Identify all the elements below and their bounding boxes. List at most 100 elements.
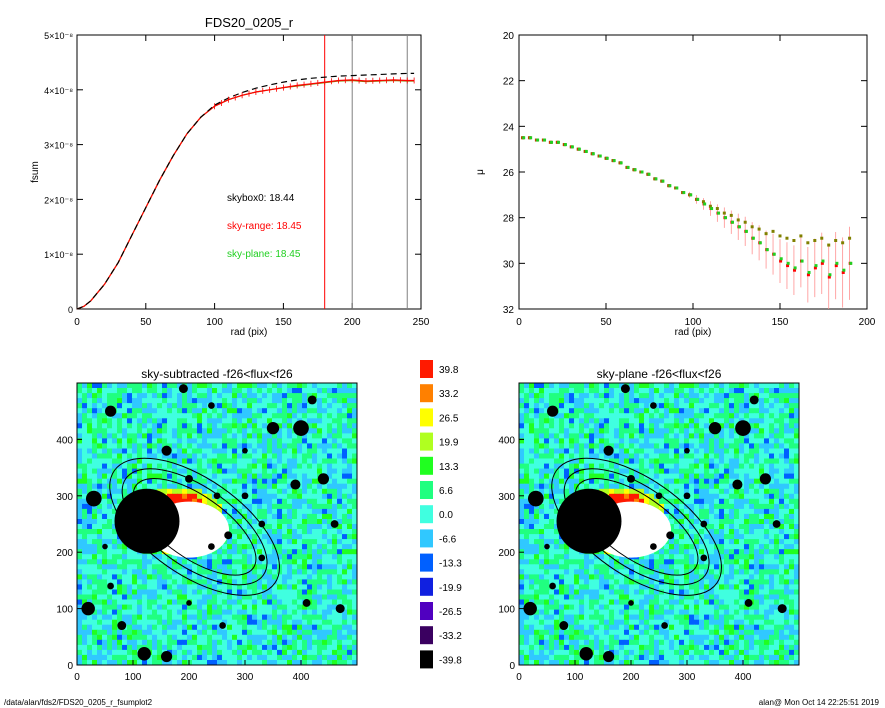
panel4-pixel (659, 383, 665, 389)
panel3-pixel (287, 574, 293, 580)
panel3-pixel (122, 483, 128, 490)
panel4-pixel (749, 478, 755, 485)
panel3-pixel (137, 559, 143, 565)
panel4-pixel (549, 503, 555, 510)
panel3-pixel (97, 413, 103, 419)
panel4-pixel (664, 418, 670, 424)
panel3-pixel (172, 644, 178, 651)
panel3-pixel (302, 574, 308, 580)
panel3-pixel (262, 493, 268, 500)
panel4-pixel (534, 473, 540, 480)
panel3-pixel (247, 448, 253, 454)
panel3-pixel (97, 443, 103, 449)
panel4-pixel (529, 478, 535, 485)
panel3-pixel (242, 453, 248, 459)
panel3-pixel (172, 559, 178, 565)
panel4-pixel (579, 443, 585, 449)
panel3-pixel (192, 564, 198, 570)
panel3-pixel (177, 468, 183, 475)
panel4-pixel (644, 458, 650, 464)
panel4-pixel (554, 463, 560, 470)
panel3-pixel (277, 458, 283, 464)
panel3-pixel (97, 388, 103, 394)
panel3-pixel (237, 609, 243, 616)
panel4-pixel (764, 428, 770, 434)
panel4-pixel (794, 418, 800, 424)
panel4-pixel (669, 433, 675, 439)
panel3-pixel (297, 589, 303, 595)
panel4-pixel (704, 438, 710, 444)
panel3-pixel (207, 468, 213, 475)
panel4-pixel (739, 408, 745, 414)
panel3-pixel (347, 629, 353, 636)
panel4-pixel (754, 428, 760, 434)
panel4-pixel (554, 458, 560, 464)
panel3-pixel (277, 403, 283, 409)
panel4-pixel (604, 418, 610, 424)
panel3-pixel (337, 443, 343, 449)
panel3-pixel (257, 383, 263, 389)
panel4-pixel (559, 388, 565, 394)
panel3-pixel (257, 413, 263, 419)
panel3-pixel (112, 579, 118, 585)
panel3-pixel (242, 634, 248, 641)
panel4-pixel (619, 448, 625, 454)
panel3-pixel (117, 574, 123, 580)
panel3-pixel (302, 624, 308, 631)
panel4-pixel (614, 403, 620, 409)
panel4-pixel (524, 473, 530, 480)
panel3-pixel (217, 478, 223, 485)
panel3-pixel (237, 599, 243, 605)
panel4-pixel (764, 483, 770, 490)
panel4-pixel (524, 493, 530, 500)
panel3-pixel (252, 503, 258, 510)
panel3-pixel (102, 629, 108, 636)
panel2-point (757, 227, 761, 231)
panel4-pixel (584, 473, 590, 480)
panel4-pixel (779, 503, 785, 510)
panel3-pixel (272, 418, 278, 424)
panel4-pixel (604, 478, 610, 485)
panel3-pixel (287, 498, 293, 505)
panel3-pixel (137, 634, 143, 641)
panel3-pixel (127, 433, 133, 439)
panel4-pixel (674, 453, 680, 459)
panel3-pixel (297, 448, 303, 454)
panel4-pixel (529, 468, 535, 475)
panel3-pixel (327, 403, 333, 409)
panel3-pixel (92, 443, 98, 449)
panel2-point (729, 213, 733, 217)
panel3-pixel (172, 614, 178, 621)
panel3-pixel (92, 403, 98, 409)
panel3-pixel (257, 478, 263, 485)
panel4-pixel (704, 453, 710, 459)
panel3-pixel (262, 549, 268, 555)
panel4-pixel (519, 398, 525, 404)
panel4-pixel (704, 508, 710, 515)
panel3-pixel (117, 478, 123, 485)
panel3-pixel (142, 418, 148, 424)
panel3-pixel (307, 448, 313, 454)
panel3-pixel (232, 468, 238, 475)
panel3-pixel (212, 383, 218, 389)
panel3-pixel (272, 443, 278, 449)
panel4-pixel (639, 403, 645, 409)
panel3-pixel (217, 569, 223, 575)
panel3-pixel (107, 609, 113, 616)
panel3-pixel (307, 584, 313, 590)
panel3-pixel (252, 458, 258, 464)
panel3-pixel (102, 609, 108, 616)
panel3-pixel (232, 584, 238, 590)
panel3-pixel (282, 544, 288, 550)
panel3-pixel (137, 438, 143, 444)
panel3-pixel (257, 433, 263, 439)
panel4-pixel (524, 393, 530, 399)
panel3-pixel (182, 619, 188, 626)
panel3-pixel (312, 428, 318, 434)
panel3-pixel (147, 604, 153, 611)
panel3-pixel (347, 619, 353, 626)
panel4-pixel (554, 483, 560, 490)
panel3-pixel (197, 418, 203, 424)
panel4-pixel (664, 433, 670, 439)
panel4-pixel (779, 453, 785, 459)
